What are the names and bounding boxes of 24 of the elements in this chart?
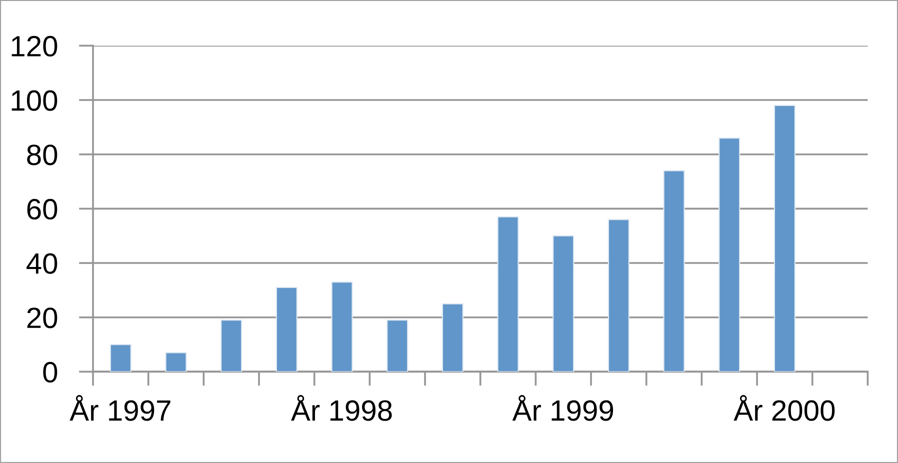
bar [442,303,464,372]
bar [608,219,630,372]
y-tick-label: 0 [43,362,58,383]
bar [331,281,353,372]
y-tick-label: 100 [12,90,58,111]
bar [497,216,519,372]
bar [552,235,574,372]
bar [774,104,796,372]
bar [220,320,242,372]
y-tick-label: 120 [12,36,58,57]
bar [663,170,685,372]
bar [165,352,187,372]
bar [718,138,740,372]
y-tick-label: 20 [27,308,58,328]
bar [386,320,408,372]
x-tick-label: År 1998 [290,395,392,421]
y-tick-label: 40 [26,253,58,274]
x-tick-label: År 1999 [512,395,614,421]
bar [110,344,132,372]
y-tick-label: 60 [27,198,58,220]
bar [276,286,298,372]
x-tick-label: År 1997 [70,395,170,421]
x-tick-label: År 2000 [734,395,835,421]
y-tick-label: 80 [27,144,58,166]
